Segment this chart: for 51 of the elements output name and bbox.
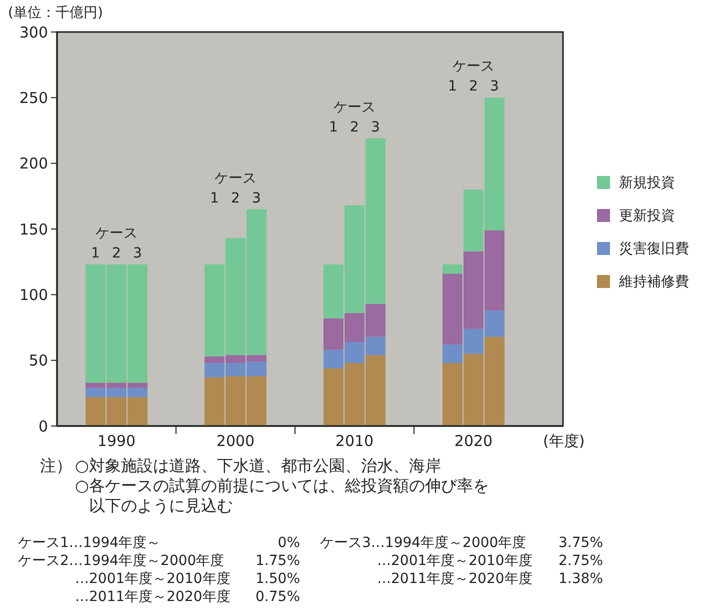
text: ○各ケースの試算の前提については、総投資額の伸び率を	[75, 476, 489, 495]
annotation: 2	[112, 245, 121, 262]
y-tick-label: 200	[19, 154, 48, 173]
annotation: ケース	[452, 58, 494, 75]
annotation: ケース	[334, 99, 376, 116]
x-tick-label: 2000	[216, 432, 255, 450]
text: …2001年度～2010年度	[75, 571, 230, 587]
text: ケース1…1994年度～	[18, 535, 161, 551]
y-tick-label: 100	[19, 286, 48, 304]
annotation: 2	[350, 119, 359, 136]
text: 注）	[40, 456, 72, 475]
text: …2011年度～2020年度	[377, 571, 532, 587]
text: 1.38%	[558, 571, 603, 587]
annotation: ケース	[96, 225, 138, 242]
y-tick-label: 50	[28, 352, 48, 370]
annotation: ケース	[214, 170, 256, 186]
annotation: 2	[231, 190, 240, 206]
annotation: 1	[91, 245, 100, 262]
annotation: 3	[490, 78, 499, 95]
x-tick-label: 2010	[335, 432, 374, 450]
y-tick-label: 0	[38, 417, 48, 436]
x-tick-label: 1990	[97, 432, 136, 450]
text: 1.50%	[256, 571, 300, 587]
text: 3.75%	[558, 535, 603, 551]
annotation: 1	[210, 190, 219, 206]
annotation: 3	[371, 119, 380, 136]
y-tick-label: 150	[19, 220, 48, 238]
annotation: 1	[448, 78, 457, 95]
annotation: 3	[133, 245, 142, 262]
y-tick-label: 250	[19, 88, 48, 107]
text: 以下のように見込む	[89, 496, 233, 515]
annotation: 2	[469, 78, 478, 95]
text: ケース3…1994年度～2000年度	[320, 535, 526, 551]
text: …2011年度～2020年度	[75, 589, 230, 605]
legend-label: 維持補修費	[618, 274, 689, 290]
text: ケース2…1994年度～2000年度	[18, 553, 224, 569]
legend-label: 更新投資	[619, 208, 675, 224]
y-axis-title: (単位：千億円)	[8, 5, 103, 21]
x-axis-title: (年度)	[543, 432, 585, 450]
annotation: 3	[252, 190, 261, 206]
text: 1.75%	[256, 553, 300, 569]
annotation: 1	[329, 119, 338, 136]
x-tick-label: 2020	[454, 432, 493, 450]
text: …2001年度～2010年度	[377, 553, 532, 569]
legend-label: 災害復旧費	[619, 240, 689, 257]
y-tick-label: 300	[19, 23, 48, 42]
text: 0.75%	[256, 589, 300, 605]
text: 0%	[278, 535, 300, 551]
text: ○対象施設は道路、下水道、都市公園、治水、海岸	[75, 456, 441, 475]
text: 2.75%	[558, 553, 603, 569]
legend-label: 新規投資	[619, 174, 675, 191]
